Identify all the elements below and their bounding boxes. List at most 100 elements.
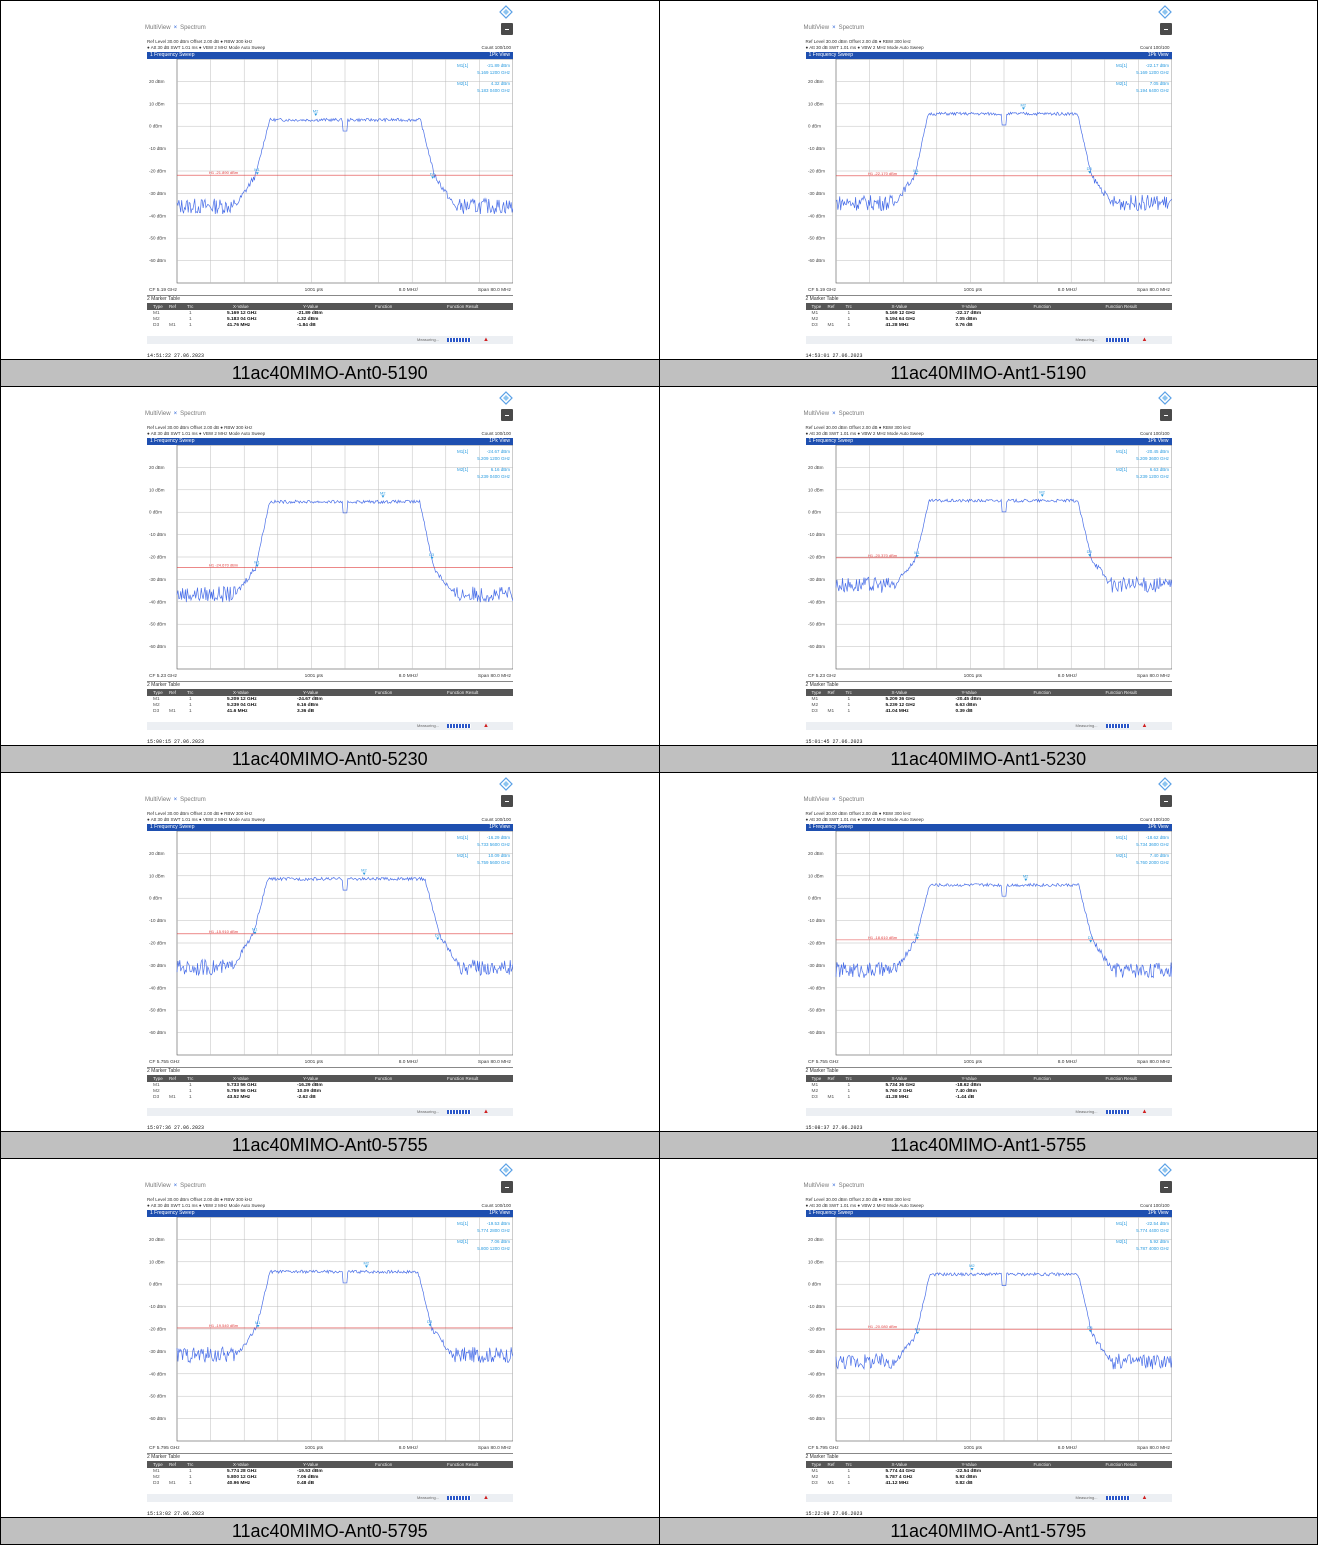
y-tick-label: -40 dBm — [808, 213, 825, 218]
y-tick-label: -60 dBm — [808, 644, 825, 649]
timestamp: 15:07:36 27.06.2023 — [147, 1125, 205, 1131]
warning-icon: ▲ — [483, 1495, 489, 1501]
marker-table-col-type: Type — [153, 304, 163, 309]
marker-y-value: -2.62 dB — [297, 1095, 316, 1100]
y-tick-label: 20 dBm — [808, 465, 824, 470]
analyzer-screenshot: MultiView × Spectrum Ref Level 30.00 dBm Of… — [145, 5, 517, 359]
marker-label: M1 — [252, 927, 258, 932]
marker-label: M2 — [361, 868, 367, 873]
marker-table-col-x: X-Value — [891, 304, 908, 309]
marker-label: M1 — [914, 550, 920, 555]
marker-y-value: -22.54 dBm — [955, 1469, 982, 1474]
marker-table-col-ref: Ref — [827, 1462, 835, 1467]
center-frequency: CF 5.795 GHz — [808, 1445, 839, 1451]
marker-x-value: 5.760 2 GHz — [885, 1089, 913, 1094]
marker-table-col-x: X-Value — [233, 690, 249, 695]
rohde-schwarz-logo-icon — [499, 1163, 513, 1177]
analyzer-screenshot: MultiView × Spectrum Ref Level 30.00 dBm Of… — [804, 1163, 1176, 1517]
tab-close-icon: × — [173, 1183, 178, 1189]
readout-label: M1[1] — [1116, 449, 1127, 454]
minimize-icon — [1159, 23, 1172, 35]
readout-value: -21.89 dBm — [487, 63, 511, 68]
marker-table-row: M2 1 5.183 04 GHz 4.32 dBm — [147, 317, 513, 323]
marker-type: M1 — [153, 311, 160, 316]
readout-value: 7.05 dBm — [1149, 81, 1169, 86]
marker-x-value: 41.28 MHz — [885, 323, 909, 328]
marker-y-value: -1.44 dB — [955, 1095, 975, 1100]
readout-freq: 5.239 1200 GHz — [1136, 474, 1170, 479]
marker-table-col-trc: Trc — [187, 1076, 194, 1081]
marker-table-col-ref: Ref — [827, 690, 835, 695]
y-tick-label: 10 dBm — [149, 873, 165, 878]
division-label: 8.0 MHz/ — [399, 673, 419, 679]
marker-y-value: 6.63 dBm — [955, 703, 977, 708]
warning-icon: ▲ — [1141, 1109, 1148, 1115]
marker-x-value: 41.12 MHz — [885, 1481, 909, 1486]
spectrum-plot: 20 dBm 10 dBm 0 dBm -10 dBm -20 dBm -30 dBm -4… — [149, 831, 513, 1065]
rohde-schwarz-logo-icon — [1157, 1163, 1172, 1177]
timestamp: 15:08:37 27.06.2023 — [805, 1125, 863, 1131]
marker-type: M2 — [153, 317, 160, 322]
analyzer-screenshot: MultiView × Spectrum Ref Level 30.00 dBm Of… — [804, 777, 1176, 1131]
marker-label: D3 — [1086, 549, 1092, 554]
marker-y-value: 10.09 dBm — [297, 1089, 321, 1094]
marker-m1 — [915, 555, 919, 558]
marker-table-col-x: X-Value — [891, 690, 908, 695]
marker-table-col-ref: Ref — [827, 1076, 835, 1081]
division-label: 8.0 MHz/ — [1057, 1059, 1077, 1065]
center-frequency: CF 5.19 GHz — [149, 287, 178, 293]
marker-table-col-x: X-Value — [233, 1076, 249, 1081]
y-tick-label: -10 dBm — [149, 532, 166, 537]
caption-cell: 11ac40MIMO-Ant1-5755 — [658, 1131, 1318, 1159]
y-tick-label: -50 dBm — [808, 622, 825, 627]
readout-freq: 5.759 5600 GHz — [477, 860, 511, 865]
marker-type: M2 — [811, 1089, 819, 1094]
marker-table-row: M1 1 5.734 36 GHz -18.62 dBm — [806, 1083, 1172, 1089]
settings-line-1: Ref Level 30.00 dBm Offset 2.00 dB ● RBW… — [805, 425, 911, 430]
marker-x-value: 5.169 12 GHz — [227, 311, 257, 316]
tab-multiview: MultiView — [803, 25, 830, 31]
settings-line-2-wrap: ● Att 30 dB SWT 1.01 ms ● VBW 2 MHz Mode… — [147, 45, 513, 51]
marker-trc: 1 — [189, 1089, 192, 1094]
marker-table-col-fr: Function Result — [447, 1076, 479, 1081]
caption-row: 11ac40MIMO-Ant0-5755 11ac40MIMO-Ant1-5755 — [0, 1131, 1318, 1159]
marker-label: M2 — [1039, 489, 1045, 494]
spectrum-plot: 20 dBm 10 dBm 0 dBm -10 dBm -20 dBm -30 dBm -4… — [149, 59, 513, 293]
marker-type: D3 — [811, 323, 818, 328]
rohde-schwarz-logo-icon — [499, 5, 513, 19]
marker-table-row: M1 1 5.733 56 GHz -16.29 dBm — [147, 1083, 513, 1089]
screenshot-row: MultiView × Spectrum Ref Level 30.00 dBm Of… — [0, 772, 1318, 1132]
marker-table-row: M2 1 5.239 12 GHz 6.63 dBm — [806, 703, 1172, 709]
tab-spectrum: Spectrum — [180, 25, 206, 31]
marker-x-value: 5.774 44 GHz — [885, 1469, 916, 1474]
readout-freq: 5.209 1200 GHz — [477, 456, 511, 461]
marker-table-row: D3 M1 1 41.6 MHz 3.36 dB — [147, 709, 513, 715]
minimize-icon — [501, 795, 513, 807]
marker-table-col-fr: Function Result — [1105, 1076, 1137, 1081]
marker-type: M2 — [811, 1475, 819, 1480]
center-frequency: CF 5.755 GHz — [808, 1059, 839, 1065]
marker-y-value: 4.32 dBm — [297, 317, 319, 322]
spectrum-plot: 20 dBm 10 dBm 0 dBm -10 dBm -20 dBm -30 dBm -4… — [808, 1217, 1172, 1451]
spectrum-trace — [176, 876, 513, 977]
trace-title-bar: 1 Frequency Sweep 1Pk View — [805, 438, 1172, 445]
y-tick-label: 10 dBm — [808, 1259, 824, 1264]
marker-type: M1 — [811, 1083, 819, 1088]
readout-freq: 5.760 2000 GHz — [1136, 860, 1170, 865]
marker-table-row: M2 1 5.760 2 GHz 7.40 dBm — [806, 1089, 1172, 1095]
caption-cell: 11ac40MIMO-Ant1-5795 — [658, 1517, 1318, 1545]
y-tick-label: 0 dBm — [808, 1282, 821, 1287]
marker-table-col-type: Type — [811, 1462, 822, 1467]
marker-d3 — [1088, 940, 1092, 943]
y-tick-label: -40 dBm — [808, 985, 825, 990]
y-tick-label: 0 dBm — [149, 1282, 162, 1287]
marker-x-value: 41.6 MHz — [227, 709, 248, 714]
trace-title: 1 Frequency Sweep — [150, 1210, 195, 1216]
warning-icon: ▲ — [483, 1109, 489, 1115]
minimize-icon — [1159, 1181, 1172, 1193]
y-tick-label: 0 dBm — [808, 124, 821, 129]
marker-y-value: -1.84 dB — [297, 323, 316, 328]
marker-trc: 1 — [189, 1083, 192, 1088]
trace-title-bar: 1 Frequency Sweep 1Pk View — [147, 824, 513, 831]
marker-table-header: Type Ref Trc X-Value Y-Value Function Function… — [805, 1075, 1172, 1082]
